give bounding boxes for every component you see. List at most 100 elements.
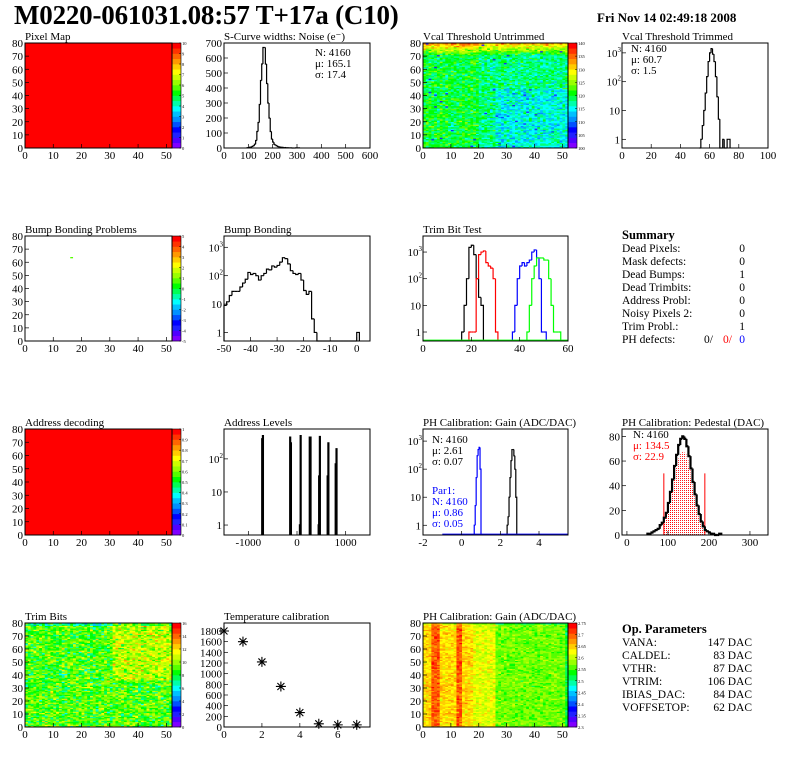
panel-address-levels: Address Levels-1000 0 1000110102: [209, 417, 371, 549]
hist-bin: [701, 139, 702, 148]
plot-title: Trim Bits: [25, 611, 67, 623]
y-tick-label: 30: [12, 104, 24, 116]
hist-series: [247, 48, 299, 149]
color-scale-swatch: [172, 96, 181, 102]
plot-frame: [224, 429, 370, 535]
hist-bin: [493, 268, 495, 279]
y-tick-label: 40: [410, 91, 422, 103]
color-scale-swatch: [172, 509, 181, 515]
panel-ph-gain: PH Calibration: Gain (ADC/DAC)-2 0 2 411010…: [408, 417, 577, 549]
y-tick-label: 102: [408, 272, 423, 286]
color-scale-label: 5: [182, 234, 185, 239]
color-scale-label: 0.1: [182, 522, 188, 527]
color-scale-swatch: [568, 48, 577, 54]
heatmap-cells: [25, 623, 172, 727]
hist-bin: [727, 139, 728, 148]
x-tick-label: 100: [660, 537, 677, 549]
hist-bin: [467, 279, 469, 306]
x-tick-label: 50: [161, 150, 173, 162]
hist-bin: [253, 146, 254, 147]
color-scale-swatch: [172, 331, 181, 337]
hist-series: [224, 258, 359, 341]
color-scale-swatch: [172, 530, 181, 536]
hist-bin: [690, 456, 692, 468]
x-tick-label: 60: [704, 150, 716, 162]
y-tick-label: 30: [410, 104, 422, 116]
hist-bin: [261, 276, 264, 280]
hist-bin: [516, 469, 517, 535]
color-scale-swatch: [172, 440, 181, 446]
color-scale-swatch: [172, 498, 181, 504]
hist-bin: [480, 447, 481, 535]
hist-bin: [317, 332, 320, 341]
x-tick-label: 200: [264, 150, 281, 162]
color-scale-swatch: [172, 519, 181, 525]
hist-bin: [481, 252, 483, 255]
color-scale-label: 100: [578, 146, 586, 151]
x-tick-label: 40: [675, 150, 687, 162]
hist-bin: [301, 273, 304, 280]
hist-series: [699, 49, 730, 148]
color-scale-swatch: [568, 85, 577, 91]
hist-bin: [256, 141, 257, 145]
color-scale-swatch: [172, 325, 181, 331]
hist-bin: [541, 279, 543, 332]
hist-bin: [469, 247, 471, 278]
color-scale-swatch: [172, 487, 181, 493]
x-tick-label: 60: [563, 343, 575, 355]
hist-bin: [273, 139, 274, 142]
y-tick-label: 70: [12, 244, 24, 256]
y-tick-label: 0: [18, 336, 24, 348]
fit-fill-bin: [690, 478, 692, 535]
color-scale-swatch: [172, 289, 181, 295]
hist-bin: [713, 49, 714, 55]
hist-bin: [328, 443, 329, 535]
hist-bin: [276, 145, 277, 146]
color-scale-swatch: [172, 111, 181, 117]
y-tick-label: 20: [410, 117, 422, 129]
hist-bin: [477, 456, 478, 478]
color-scale-label: 0.6: [182, 469, 188, 474]
x-tick-label: 10: [48, 343, 60, 355]
color-scale-swatch: [172, 304, 181, 310]
hist-bin: [320, 437, 321, 535]
hist-bin: [291, 443, 292, 535]
plot-frame: [25, 236, 172, 341]
y-tick-label: 70: [12, 51, 24, 63]
color-scale-label: 0.3: [182, 501, 188, 506]
y-tick-label: 60: [12, 451, 24, 463]
y-tick-label: 103: [209, 240, 224, 254]
fit-fill-bin: [676, 467, 678, 535]
color-scale-swatch: [568, 96, 577, 102]
y-tick-label: 10: [410, 492, 422, 504]
x-tick-label: 40: [133, 537, 145, 549]
color-scale-swatch: [568, 69, 577, 75]
hist-bin: [268, 84, 269, 104]
y-tick-label: 1: [416, 327, 422, 339]
x-tick-label: 500: [337, 150, 354, 162]
fit-fill-bin: [686, 460, 688, 535]
fit-fill-bin: [682, 451, 684, 535]
color-scale-label: 0.4: [182, 491, 188, 496]
y-tick-label: 50: [12, 77, 24, 89]
x-tick-label: 100: [240, 150, 257, 162]
hist-bin: [702, 126, 703, 140]
color-scale-swatch: [568, 101, 577, 107]
color-scale-label: 0.7: [182, 459, 188, 464]
hist-bin: [269, 103, 270, 118]
color-scale-swatch: [172, 85, 181, 91]
hist-bin: [527, 263, 529, 266]
y-tick-label: 60: [12, 257, 24, 269]
y-tick-exponent: 3: [618, 46, 622, 54]
y-tick-label: 80: [410, 38, 422, 50]
fit-fill-bin: [693, 490, 695, 535]
color-scale-swatch: [568, 111, 577, 117]
stats-line: σ: 0.07: [432, 456, 463, 468]
hist-bin: [515, 456, 516, 469]
y-tick-label: 70: [410, 51, 422, 63]
hist-bin: [278, 146, 279, 147]
hist-bin: [544, 258, 546, 260]
hist-bin: [511, 461, 512, 478]
